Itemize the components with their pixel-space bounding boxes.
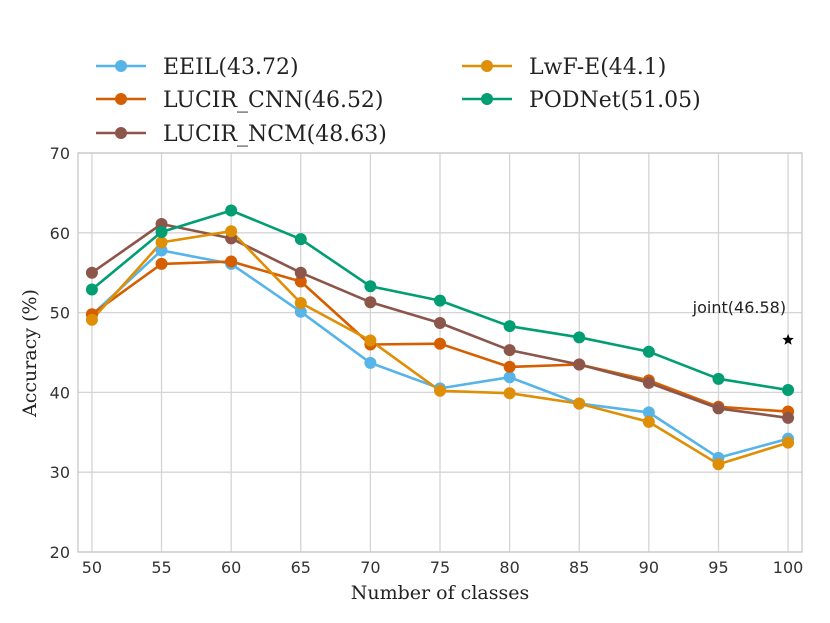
x-tick-label: 75: [430, 558, 450, 577]
data-point-lucir-ncm-48-63: [294, 266, 307, 279]
data-point-lucir-ncm-48-63: [85, 266, 98, 279]
data-point-podnet-51-05: [225, 204, 238, 217]
data-point-lucir-cnn-46-52: [503, 360, 516, 373]
data-point-lwf-e-44-1: [155, 236, 168, 249]
data-point-lwf-e-44-1: [503, 387, 516, 400]
y-axis-label: Accuracy (%): [19, 289, 41, 418]
data-point-lucir-ncm-48-63: [503, 344, 516, 357]
y-tick-label: 40: [50, 383, 70, 402]
data-point-podnet-51-05: [364, 280, 377, 293]
x-tick-label: 85: [569, 558, 589, 577]
legend: EEIL(43.72) LUCIR_CNN(46.52) LUCIR_NCM(48.…: [96, 55, 701, 147]
data-point-podnet-51-05: [155, 226, 168, 239]
data-point-lucir-ncm-48-63: [573, 358, 586, 371]
data-point-eeil-43-72: [642, 406, 655, 419]
data-point-lucir-ncm-48-63: [642, 376, 655, 389]
data-point-lucir-cnn-46-52: [434, 337, 446, 350]
x-tick-label: 60: [221, 558, 241, 577]
data-point-podnet-51-05: [712, 372, 725, 385]
x-tick-label: 95: [708, 558, 728, 577]
data-point-lwf-e-44-1: [782, 436, 795, 449]
data-point-lwf-e-44-1: [294, 297, 307, 310]
y-tick-labels: 20 30 40 50 60 70: [50, 144, 70, 562]
x-tick-label: 100: [773, 558, 804, 577]
data-point-podnet-51-05: [782, 384, 795, 397]
data-point-eeil-43-72: [364, 356, 377, 369]
legend-label-lucir-cnn-46-52: LUCIR_CNN(46.52): [163, 88, 384, 113]
data-point-eeil-43-72: [503, 371, 516, 384]
data-point-lwf-e-44-1: [712, 458, 725, 471]
data-point-lucir-cnn-46-52: [155, 257, 168, 270]
x-tick-label: 55: [151, 558, 171, 577]
data-point-lwf-e-44-1: [225, 225, 238, 238]
legend-marker-lwf-e-44-1: [481, 60, 493, 72]
data-point-podnet-51-05: [434, 294, 446, 307]
data-point-lwf-e-44-1: [434, 384, 446, 397]
y-tick-label: 20: [50, 543, 70, 562]
plot-frame: [77, 152, 803, 553]
legend-marker-lucir-ncm-48-63: [115, 127, 127, 139]
legend-label-podnet-51-05: PODNet(51.05): [529, 88, 701, 113]
x-tick-label: 50: [82, 558, 102, 577]
data-point-lucir-ncm-48-63: [434, 316, 446, 329]
annotations: joint(46.58): [692, 298, 794, 345]
legend-marker-podnet-51-05: [481, 93, 493, 105]
legend-label-eeil-43-72: EEIL(43.72): [163, 55, 299, 80]
series-points: [85, 204, 795, 471]
data-point-lwf-e-44-1: [85, 313, 98, 326]
y-tick-label: 50: [50, 304, 70, 323]
x-tick-label: 80: [499, 558, 519, 577]
data-point-podnet-51-05: [85, 283, 98, 296]
data-point-lucir-ncm-48-63: [364, 296, 377, 309]
data-point-podnet-51-05: [294, 233, 307, 246]
x-tick-label: 65: [291, 558, 311, 577]
data-point-podnet-51-05: [642, 345, 655, 358]
data-point-lwf-e-44-1: [364, 334, 377, 347]
grid: [78, 152, 802, 553]
x-tick-label: 70: [360, 558, 380, 577]
data-point-lwf-e-44-1: [573, 397, 586, 410]
y-tick-label: 60: [50, 224, 70, 243]
x-tick-label: 90: [639, 558, 659, 577]
data-point-podnet-51-05: [573, 331, 586, 344]
data-point-lwf-e-44-1: [642, 415, 655, 428]
data-point-eeil-43-72: [294, 305, 307, 318]
legend-label-lucir-ncm-48-63: LUCIR_NCM(48.63): [163, 122, 387, 147]
data-point-podnet-51-05: [503, 320, 516, 333]
y-tick-label: 30: [50, 463, 70, 482]
y-tick-label: 70: [50, 144, 70, 163]
data-point-lucir-ncm-48-63: [782, 411, 795, 424]
legend-label-lwf-e-44-1: LwF-E(44.1): [529, 55, 666, 80]
data-point-lucir-cnn-46-52: [225, 255, 238, 268]
x-axis-label: Number of classes: [351, 582, 529, 604]
plot-border: [77, 152, 803, 553]
star-marker: [782, 333, 794, 345]
legend-marker-eeil-43-72: [115, 60, 127, 72]
data-point-lucir-ncm-48-63: [712, 402, 725, 415]
data-point-lucir-cnn-46-52: [294, 275, 307, 288]
x-tick-labels: 50 55 60 65 70 75 80 85 90 95 100: [82, 558, 804, 577]
annotation-label: joint(46.58): [692, 298, 786, 317]
legend-marker-lucir-cnn-46-52: [115, 93, 127, 105]
